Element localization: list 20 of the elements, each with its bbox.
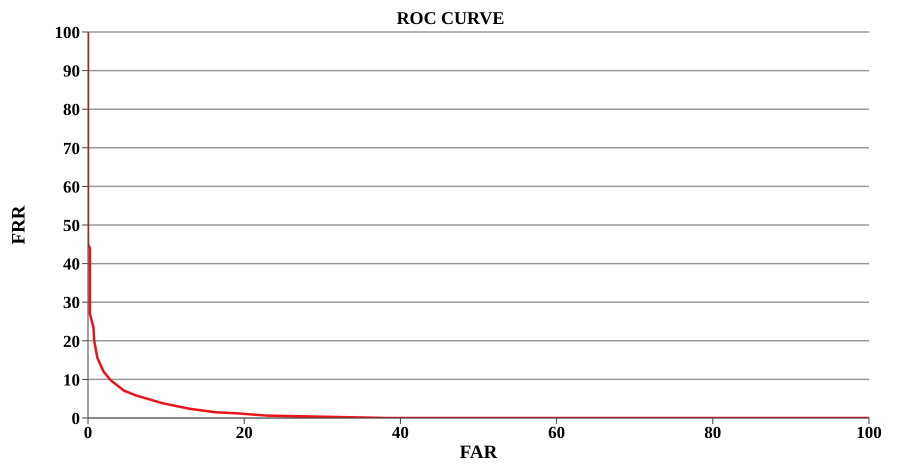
y-tick-label: 50 <box>63 216 80 236</box>
y-tick-label: 0 <box>72 409 80 428</box>
chart-title: ROC CURVE <box>396 8 504 28</box>
x-tick-label: 100 <box>856 423 882 442</box>
y-tick-label: 90 <box>63 62 80 81</box>
y-tick-label: 10 <box>63 370 80 390</box>
y-tick-label: 20 <box>63 332 80 351</box>
y-tick-label: 40 <box>63 254 80 274</box>
y-tick-label: 60 <box>63 177 80 196</box>
y-axis-title: FRR <box>8 205 30 245</box>
y-tick-label: 30 <box>63 293 80 312</box>
x-tick-label: 20 <box>236 423 253 442</box>
x-axis-title: FAR <box>460 442 498 463</box>
x-tick-label: 0 <box>84 423 92 442</box>
y-tick-label: 70 <box>63 138 80 158</box>
y-tick-label: 100 <box>54 23 80 42</box>
x-tick-label: 40 <box>392 423 409 442</box>
x-tick-label: 80 <box>704 423 722 442</box>
y-tick-label: 80 <box>63 100 80 120</box>
x-tick-label: 60 <box>548 423 566 442</box>
